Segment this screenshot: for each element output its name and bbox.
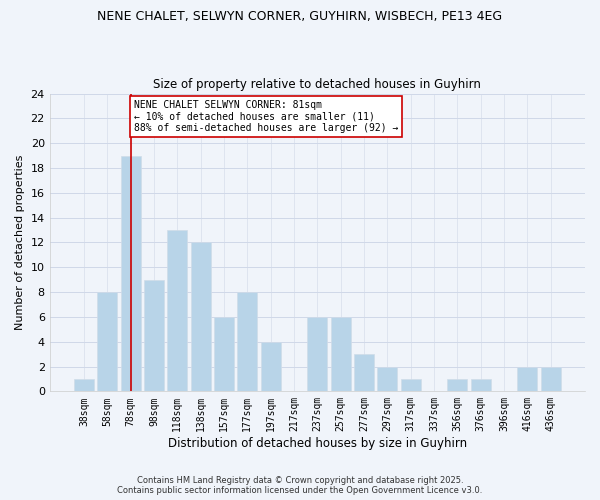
Bar <box>97 292 117 392</box>
Bar <box>401 379 421 392</box>
Y-axis label: Number of detached properties: Number of detached properties <box>15 155 25 330</box>
Bar <box>167 230 187 392</box>
Bar <box>471 379 491 392</box>
Bar <box>517 366 538 392</box>
Bar <box>214 317 234 392</box>
Bar <box>448 379 467 392</box>
Bar <box>307 317 327 392</box>
Bar <box>238 292 257 392</box>
Bar <box>261 342 281 392</box>
Text: Contains HM Land Registry data © Crown copyright and database right 2025.
Contai: Contains HM Land Registry data © Crown c… <box>118 476 482 495</box>
Text: NENE CHALET, SELWYN CORNER, GUYHIRN, WISBECH, PE13 4EG: NENE CHALET, SELWYN CORNER, GUYHIRN, WIS… <box>97 10 503 23</box>
Text: NENE CHALET SELWYN CORNER: 81sqm
← 10% of detached houses are smaller (11)
88% o: NENE CHALET SELWYN CORNER: 81sqm ← 10% o… <box>134 100 398 133</box>
Bar <box>74 379 94 392</box>
Bar <box>354 354 374 392</box>
Bar <box>541 366 560 392</box>
Bar <box>191 242 211 392</box>
Bar <box>331 317 350 392</box>
Bar <box>144 280 164 392</box>
Title: Size of property relative to detached houses in Guyhirn: Size of property relative to detached ho… <box>154 78 481 91</box>
Bar <box>377 366 397 392</box>
Bar <box>121 156 140 392</box>
X-axis label: Distribution of detached houses by size in Guyhirn: Distribution of detached houses by size … <box>168 437 467 450</box>
